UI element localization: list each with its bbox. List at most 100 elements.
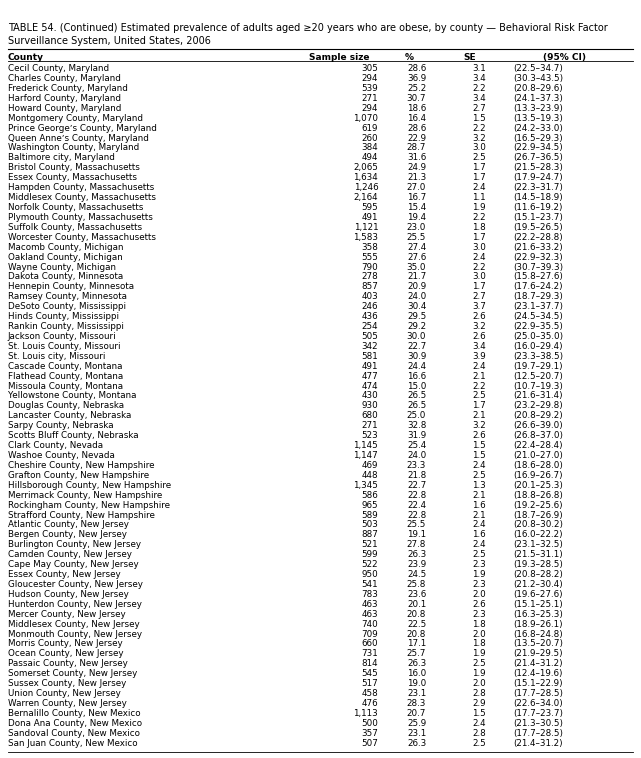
Text: Mercer County, New Jersey: Mercer County, New Jersey <box>8 609 126 619</box>
Text: 1,583: 1,583 <box>353 233 378 242</box>
Text: 2.3: 2.3 <box>472 609 486 619</box>
Text: Cecil County, Maryland: Cecil County, Maryland <box>8 64 109 73</box>
Text: 1,634: 1,634 <box>353 174 378 182</box>
Text: 595: 595 <box>362 203 378 212</box>
Text: 26.3: 26.3 <box>407 659 426 669</box>
Text: 2.0: 2.0 <box>472 679 486 688</box>
Text: 494: 494 <box>362 153 378 162</box>
Text: (23.2–29.8): (23.2–29.8) <box>513 402 563 410</box>
Text: 469: 469 <box>362 461 378 470</box>
Text: 965: 965 <box>362 500 378 509</box>
Text: 1,070: 1,070 <box>353 114 378 123</box>
Text: 1,113: 1,113 <box>353 709 378 718</box>
Text: (19.2–25.6): (19.2–25.6) <box>513 500 562 509</box>
Text: 30.0: 30.0 <box>407 332 426 341</box>
Text: (22.5–34.7): (22.5–34.7) <box>513 64 563 73</box>
Text: 18.6: 18.6 <box>407 104 426 113</box>
Text: 271: 271 <box>362 94 378 103</box>
Text: Worcester County, Massachusetts: Worcester County, Massachusetts <box>8 233 156 242</box>
Text: 1.9: 1.9 <box>472 650 486 659</box>
Text: Somerset County, New Jersey: Somerset County, New Jersey <box>8 669 137 678</box>
Text: (15.1–22.9): (15.1–22.9) <box>513 679 562 688</box>
Text: (13.3–23.9): (13.3–23.9) <box>513 104 563 113</box>
Text: (19.5–26.5): (19.5–26.5) <box>513 223 563 232</box>
Text: (30.7–39.3): (30.7–39.3) <box>513 262 563 271</box>
Text: 27.4: 27.4 <box>407 243 426 252</box>
Text: 16.4: 16.4 <box>407 114 426 123</box>
Text: 491: 491 <box>362 362 378 371</box>
Text: 26.3: 26.3 <box>407 550 426 559</box>
Text: 1,345: 1,345 <box>353 481 378 490</box>
Text: Dona Ana County, New Mexico: Dona Ana County, New Mexico <box>8 719 142 728</box>
Text: 403: 403 <box>362 293 378 301</box>
Text: Essex County, Massachusetts: Essex County, Massachusetts <box>8 174 137 182</box>
Text: 950: 950 <box>362 570 378 579</box>
Text: (26.7–36.5): (26.7–36.5) <box>513 153 563 162</box>
Text: 2.8: 2.8 <box>472 728 486 738</box>
Text: 1.9: 1.9 <box>472 570 486 579</box>
Text: 2.6: 2.6 <box>472 332 486 341</box>
Text: (21.6–33.2): (21.6–33.2) <box>513 243 563 252</box>
Text: 26.5: 26.5 <box>407 391 426 400</box>
Text: 27.8: 27.8 <box>407 540 426 550</box>
Text: 1.8: 1.8 <box>472 640 486 649</box>
Text: Washington County, Maryland: Washington County, Maryland <box>8 143 139 152</box>
Text: 294: 294 <box>362 104 378 113</box>
Text: 23.1: 23.1 <box>407 689 426 698</box>
Text: Sarpy County, Nebraska: Sarpy County, Nebraska <box>8 421 113 431</box>
Text: (21.9–29.5): (21.9–29.5) <box>513 650 562 659</box>
Text: 20.9: 20.9 <box>407 283 426 291</box>
Text: 271: 271 <box>362 421 378 431</box>
Text: Strafford County, New Hampshire: Strafford County, New Hampshire <box>8 511 154 519</box>
Text: 2.6: 2.6 <box>472 600 486 609</box>
Text: (21.4–31.2): (21.4–31.2) <box>513 659 562 669</box>
Text: (12.4–19.6): (12.4–19.6) <box>513 669 562 678</box>
Text: 476: 476 <box>362 699 378 708</box>
Text: (25.0–35.0): (25.0–35.0) <box>513 332 563 341</box>
Text: 22.5: 22.5 <box>407 619 426 628</box>
Text: 3.4: 3.4 <box>472 342 486 351</box>
Text: 814: 814 <box>362 659 378 669</box>
Text: Atlantic County, New Jersey: Atlantic County, New Jersey <box>8 521 129 529</box>
Text: (24.1–37.3): (24.1–37.3) <box>513 94 563 103</box>
Text: %: % <box>404 53 413 62</box>
Text: 32.8: 32.8 <box>407 421 426 431</box>
Text: (16.9–26.7): (16.9–26.7) <box>513 471 562 480</box>
Text: 2.0: 2.0 <box>472 630 486 638</box>
Text: Sandoval County, New Mexico: Sandoval County, New Mexico <box>8 728 140 738</box>
Text: Macomb County, Michigan: Macomb County, Michigan <box>8 243 123 252</box>
Text: 21.3: 21.3 <box>407 174 426 182</box>
Text: 254: 254 <box>362 322 378 331</box>
Text: 3.7: 3.7 <box>472 302 486 312</box>
Text: 260: 260 <box>362 133 378 143</box>
Text: (20.8–29.2): (20.8–29.2) <box>513 412 563 421</box>
Text: 246: 246 <box>362 302 378 312</box>
Text: 3.2: 3.2 <box>472 322 486 331</box>
Text: 29.2: 29.2 <box>407 322 426 331</box>
Text: Flathead County, Montana: Flathead County, Montana <box>8 371 123 381</box>
Text: Essex County, New Jersey: Essex County, New Jersey <box>8 570 121 579</box>
Text: Ramsey County, Minnesota: Ramsey County, Minnesota <box>8 293 127 301</box>
Text: 2.5: 2.5 <box>472 659 486 669</box>
Text: 28.7: 28.7 <box>407 143 426 152</box>
Text: (21.4–31.2): (21.4–31.2) <box>513 739 562 747</box>
Text: (19.7–29.1): (19.7–29.1) <box>513 362 562 371</box>
Text: Clark County, Nevada: Clark County, Nevada <box>8 441 103 450</box>
Text: 1.7: 1.7 <box>472 402 486 410</box>
Text: Camden County, New Jersey: Camden County, New Jersey <box>8 550 131 559</box>
Text: (17.9–24.7): (17.9–24.7) <box>513 174 563 182</box>
Text: 25.7: 25.7 <box>407 650 426 659</box>
Text: Frederick County, Maryland: Frederick County, Maryland <box>8 84 128 93</box>
Text: 31.6: 31.6 <box>407 153 426 162</box>
Text: 1.9: 1.9 <box>472 669 486 678</box>
Text: 463: 463 <box>362 600 378 609</box>
Text: (21.2–30.4): (21.2–30.4) <box>513 580 563 589</box>
Text: Bristol County, Massachusetts: Bristol County, Massachusetts <box>8 163 140 172</box>
Text: 22.7: 22.7 <box>407 342 426 351</box>
Text: 589: 589 <box>362 511 378 519</box>
Text: 1.1: 1.1 <box>472 193 486 202</box>
Text: Hillsborough County, New Hampshire: Hillsborough County, New Hampshire <box>8 481 171 490</box>
Text: Hinds County, Mississippi: Hinds County, Mississippi <box>8 312 119 321</box>
Text: 709: 709 <box>362 630 378 638</box>
Text: 27.0: 27.0 <box>407 183 426 193</box>
